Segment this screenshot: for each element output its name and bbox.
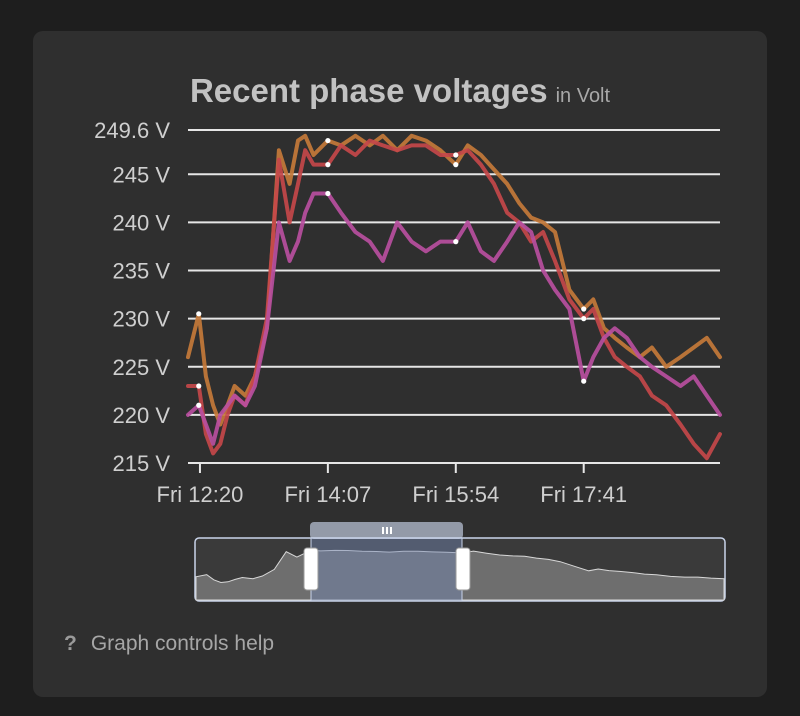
navigator-right-handle[interactable] [455,547,471,591]
series-point-marker [581,306,587,312]
y-tick-label: 249.6 V [94,118,170,143]
series-point-marker [196,402,202,408]
series-point-marker [453,162,459,168]
series-point-marker [453,152,459,158]
y-tick-label: 215 V [113,451,171,476]
series-line[interactable] [186,138,722,461]
navigator-selection[interactable] [310,537,463,602]
chart-title: Recent phase voltages [189,72,548,109]
x-tick-label: Fri 17:41 [540,482,627,507]
series-point-marker [325,190,331,197]
series-point-marker [453,239,459,245]
plot-series[interactable] [186,133,722,461]
y-tick-label: 235 V [113,259,171,284]
series-point-marker [196,383,202,389]
y-tick-label: 225 V [113,355,171,380]
question-mark-icon: ? [64,632,77,655]
series-point-marker [325,137,331,144]
y-tick-label: 230 V [113,307,171,332]
range-navigator[interactable] [194,522,726,602]
y-tick-label: 240 V [113,210,171,235]
series-point-marker [325,162,331,168]
y-axis-labels: 215 V 220 V 225 V 230 V 235 V 240 V 245 V 249.6… [94,118,170,476]
series-line[interactable] [186,191,722,446]
graph-controls-help[interactable]: ? Graph controls help [64,632,274,656]
chart-header: Recent phase voltages in Volt [0,72,800,110]
grip-icon[interactable] [382,527,392,534]
y-tick-label: 220 V [113,403,171,428]
series-point-marker [581,316,587,322]
series-point-marker [581,378,587,384]
navigator-left-handle[interactable] [303,547,319,591]
help-label: Graph controls help [90,632,275,655]
x-tick-label: Fri 14:07 [284,482,371,507]
chart-unit-label: in Volt [555,85,611,107]
x-tick-label: Fri 12:20 [157,482,244,507]
x-tick-label: Fri 15:54 [412,482,499,507]
x-axis-labels: Fri 12:20 Fri 14:07 Fri 15:54 Fri 17:41 [157,463,627,507]
y-tick-label: 245 V [113,162,171,187]
series-point-marker [196,311,202,317]
